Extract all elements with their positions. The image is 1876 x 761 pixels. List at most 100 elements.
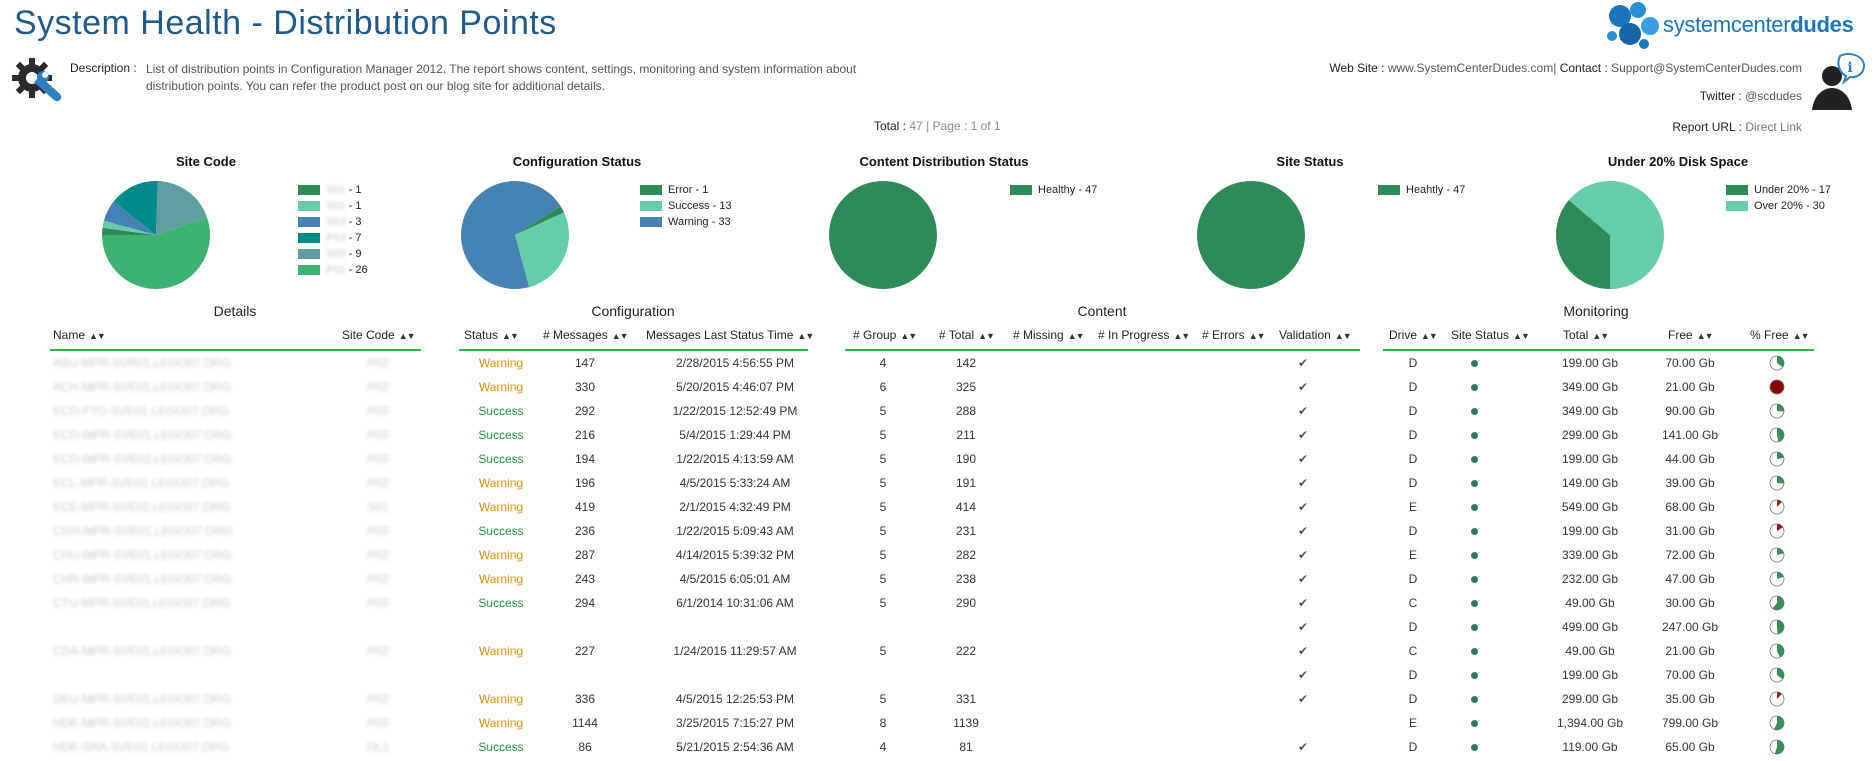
cell-status: Warning [478, 716, 524, 730]
cell-name[interactable]: ACH-MPR-SVE01.LEGO07.ORG [53, 380, 232, 394]
cell-name[interactable]: CTU-MPR-SVE01.LEGO07.ORG [53, 596, 231, 610]
table-row[interactable]: HDE-SRA-SVE01.LEGO07.ORG DL1 Success 86 5/21… [0, 735, 1876, 759]
pie-slice[interactable] [102, 227, 156, 235]
column-header-disk-total[interactable]: Total ▲▼ [1563, 328, 1609, 342]
column-header-percent-free[interactable]: % Free ▲▼ [1750, 328, 1810, 342]
table-row[interactable]: ECO-MPR-SVE01.LEGO07.ORG P03 Success 216 5/4… [0, 423, 1876, 447]
table-row[interactable]: ECE-MPR-SVE02.LEGO07.ORG S01 Warning 419 2/1… [0, 495, 1876, 519]
table-row[interactable]: ABU-MPR-SVR01.LEGO07.ORG P02 Warning 147 2/2… [0, 351, 1876, 375]
pie-slice[interactable] [829, 181, 937, 289]
table-row[interactable]: ECO-MPR-SVE02.LEGO07.ORG P03 Success 194 1/2… [0, 447, 1876, 471]
cell-name[interactable]: CHR-MPR-SVE01.LEGO07.ORG [53, 572, 232, 586]
site-status-indicator-icon [1470, 360, 1478, 368]
table-row[interactable]: HDE-MPR-SVE02.LEGO07.ORG P03 Warning 1144 3/… [0, 711, 1876, 735]
cell-drive: D [1408, 740, 1418, 754]
legend-item: Warning - 33 [640, 214, 732, 230]
website-link[interactable]: www.SystemCenterDudes.com| [1387, 61, 1557, 75]
sort-icon[interactable]: ▲▼ [1513, 331, 1530, 341]
table-row[interactable]: D 499.00 Gb 247.00 Gb ✔ [0, 615, 1876, 639]
sort-icon[interactable]: ▲▼ [398, 331, 416, 341]
percent-free-pie-icon [1769, 475, 1785, 491]
pie-slice[interactable] [156, 181, 208, 235]
column-header-in-progress[interactable]: # In Progress ▲▼ [1098, 328, 1190, 342]
pie-slice[interactable] [1568, 181, 1664, 289]
sort-icon[interactable]: ▲▼ [1421, 331, 1438, 341]
sort-icon[interactable]: ▲▼ [89, 331, 106, 341]
pie-slice[interactable] [103, 201, 156, 235]
table-row[interactable]: CGH-MPR-SVE01.LEGO07.ORG P03 Success 236 1/2… [0, 519, 1876, 543]
pie-slice[interactable] [113, 181, 158, 235]
column-header-missing[interactable]: # Missing ▲▼ [1013, 328, 1085, 342]
column-header-name[interactable]: Name ▲▼ [53, 328, 106, 342]
cell-name[interactable]: ECO-FTO-SVE01.LEGO07.ORG [53, 404, 229, 418]
cell-name[interactable]: CGH-MPR-SVE01.LEGO07.ORG [53, 524, 233, 538]
pie-slice[interactable] [515, 212, 569, 288]
column-header-free[interactable]: Free ▲▼ [1668, 328, 1714, 342]
sort-icon[interactable]: ▲▼ [797, 331, 814, 341]
sort-icon[interactable]: ▲▼ [1792, 331, 1810, 341]
table-row[interactable]: ECO-FTO-SVE01.LEGO07.ORG P03 Success 292 1/2… [0, 399, 1876, 423]
table-row[interactable]: ECL-MPR-SVE01.LEGO07.ORG P02 Warning 196 4/5… [0, 471, 1876, 495]
cell-name[interactable]: HDE-SRA-SVE01.LEGO07.ORG [53, 740, 230, 754]
cell-name[interactable] [53, 615, 313, 639]
table-row[interactable]: DEU-MPR-SVE01.LEGO07.ORG P02 Warning 336 4/5… [0, 687, 1876, 711]
sort-icon[interactable]: ▲▼ [1067, 331, 1085, 341]
cell-name[interactable]: CDA-MPR-SVE01.LEGO07.ORG [53, 644, 232, 658]
twitter-link[interactable]: @scdudes [1745, 89, 1802, 103]
column-header-site-status[interactable]: Site Status ▲▼ [1451, 328, 1530, 342]
column-header-validation[interactable]: Validation ▲▼ [1279, 328, 1352, 342]
support-email-link[interactable]: Support@SystemCenterDudes.com [1611, 61, 1802, 75]
pie-slice[interactable] [102, 220, 156, 235]
legend-swatch [640, 185, 662, 195]
pie-slice[interactable] [1197, 181, 1305, 289]
column-header-total[interactable]: # Total ▲▼ [939, 328, 995, 342]
cell-status: Success [478, 404, 524, 418]
sort-icon[interactable]: ▲▼ [611, 331, 629, 341]
cell-name[interactable]: ECL-MPR-SVE01.LEGO07.ORG [53, 476, 230, 490]
cell-name[interactable]: ECO-MPR-SVE01.LEGO07.ORG [53, 428, 232, 442]
cell-name[interactable]: CHU-MPR-SVE01.LEGO07.ORG [53, 548, 232, 562]
cell-drive: C [1408, 644, 1418, 658]
pie-slice[interactable] [515, 206, 565, 235]
direct-link[interactable]: Direct Link [1745, 120, 1802, 134]
cell-name[interactable]: ECE-MPR-SVE02.LEGO07.ORG [53, 500, 231, 514]
table-row[interactable]: ACH-MPR-SVE01.LEGO07.ORG P02 Warning 330 5/2… [0, 375, 1876, 399]
validation-check-icon: ✔ [1297, 524, 1309, 538]
column-header-site-code[interactable]: Site Code ▲▼ [342, 328, 416, 342]
cell-messages: 336 [574, 692, 596, 706]
systemcenterdudes-logo [1607, 2, 1659, 49]
sort-icon[interactable]: ▲▼ [1334, 331, 1352, 341]
pie-slice[interactable] [102, 217, 210, 289]
cell-status [456, 663, 546, 687]
sort-icon[interactable]: ▲▼ [1248, 331, 1266, 341]
sort-icon[interactable]: ▲▼ [1696, 331, 1714, 341]
sort-icon[interactable]: ▲▼ [502, 331, 519, 341]
column-header-drive[interactable]: Drive ▲▼ [1389, 328, 1438, 342]
content-divider [845, 349, 1360, 351]
cell-name[interactable]: ABU-MPR-SVR01.LEGO07.ORG [53, 356, 232, 370]
table-row[interactable]: D 199.00 Gb 70.00 Gb ✔ [0, 663, 1876, 687]
cell-group: 5 [879, 500, 887, 514]
site-status-indicator-icon [1470, 648, 1478, 656]
table-row[interactable]: CDA-MPR-SVE01.LEGO07.ORG P02 Warning 227 1/2… [0, 639, 1876, 663]
column-header-errors[interactable]: # Errors ▲▼ [1202, 328, 1266, 342]
column-header-messages[interactable]: # Messages ▲▼ [543, 328, 629, 342]
page-number[interactable]: 1 of 1 [970, 119, 1001, 133]
sort-icon[interactable]: ▲▼ [1592, 331, 1609, 341]
sort-icon[interactable]: ▲▼ [978, 331, 995, 341]
percent-free-pie-icon [1769, 451, 1785, 467]
cell-name[interactable]: DEU-MPR-SVE01.LEGO07.ORG [53, 692, 232, 706]
pie-slice[interactable] [461, 181, 561, 289]
table-row[interactable]: CHU-MPR-SVE01.LEGO07.ORG P02 Warning 287 4/1… [0, 543, 1876, 567]
column-header-status[interactable]: Status ▲▼ [464, 328, 519, 342]
column-header-last-status-time[interactable]: Messages Last Status Time ▲▼ [646, 328, 814, 342]
table-row[interactable]: CTU-MPR-SVE01.LEGO07.ORG P03 Success 294 6/1… [0, 591, 1876, 615]
pie-slice[interactable] [1556, 200, 1610, 289]
column-header-group[interactable]: # Group ▲▼ [853, 328, 917, 342]
table-row[interactable]: CHR-MPR-SVE01.LEGO07.ORG P02 Warning 243 4/5… [0, 567, 1876, 591]
cell-name[interactable] [53, 663, 313, 687]
sort-icon[interactable]: ▲▼ [1173, 331, 1190, 341]
cell-name[interactable]: ECO-MPR-SVE02.LEGO07.ORG [53, 452, 232, 466]
cell-name[interactable]: HDE-MPR-SVE02.LEGO07.ORG [53, 716, 232, 730]
sort-icon[interactable]: ▲▼ [900, 331, 917, 341]
